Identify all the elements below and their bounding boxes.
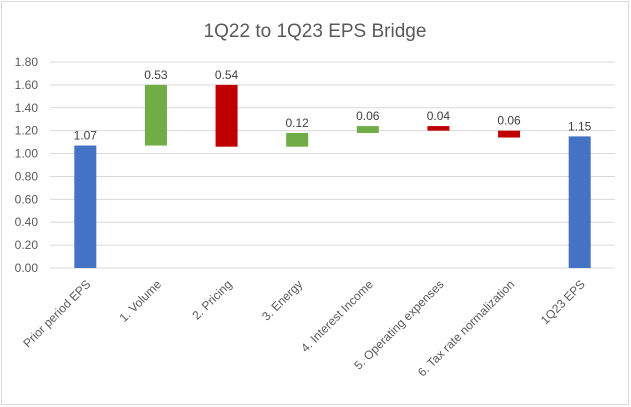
bar-2: [144, 84, 167, 146]
bar-6: [427, 126, 450, 131]
bar-8: [568, 136, 591, 268]
data-label: 1.15: [568, 119, 592, 133]
bar-3: [215, 84, 238, 147]
bar-5: [356, 126, 379, 133]
category-label: 1Q23 EPS: [538, 277, 588, 327]
category-label: 2. Pricing: [189, 277, 234, 322]
data-label: 0.06: [356, 109, 380, 123]
y-tick-label: 1.80: [15, 55, 39, 69]
data-label: 0.54: [215, 68, 239, 82]
x-axis-labels: Prior period EPS 1. Volume 2. Pricing 3. En…: [20, 277, 587, 379]
category-label: 4. Interest Income: [298, 277, 376, 355]
y-tick-label: 1.20: [15, 124, 39, 138]
chart-title: 1Q22 to 1Q23 EPS Bridge: [204, 21, 427, 42]
y-tick-label: 1.60: [15, 78, 39, 92]
y-tick-label: 1.40: [15, 101, 39, 115]
category-label: Prior period EPS: [20, 277, 93, 350]
bars: [74, 84, 591, 268]
bar-1: [74, 145, 97, 268]
data-label: 1.07: [74, 129, 98, 143]
category-label: 3. Energy: [259, 277, 305, 323]
y-tick-label: 1.00: [15, 147, 39, 161]
bar-7: [498, 130, 521, 138]
y-tick-label: 0.80: [15, 169, 39, 183]
data-label: 0.53: [144, 68, 168, 82]
data-label: 0.04: [427, 109, 451, 123]
gridlines: [50, 61, 615, 269]
category-label: 1. Volume: [116, 277, 164, 325]
y-tick-label: 0.00: [15, 261, 39, 275]
data-label: 0.12: [286, 116, 310, 130]
y-tick-label: 0.60: [15, 192, 39, 206]
y-axis-ticks: 0.00 0.20 0.40 0.60 0.80 1.00 1.20 1.40 1.60 1.80: [15, 55, 39, 275]
data-labels: 1.07 0.53 0.54 0.12 0.06 0.04 0.06 1.15: [74, 68, 592, 143]
y-tick-label: 0.20: [15, 238, 39, 252]
data-label: 0.06: [497, 114, 521, 128]
bar-4: [286, 132, 309, 147]
y-tick-label: 0.40: [15, 215, 39, 229]
